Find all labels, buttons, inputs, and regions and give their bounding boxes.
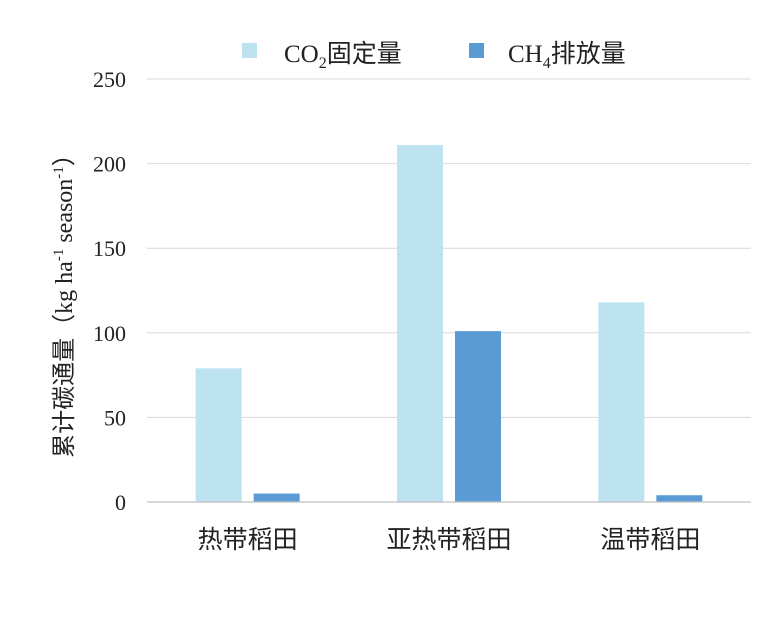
legend-swatch-co2 <box>242 43 257 58</box>
legend-swatch-ch4 <box>469 43 484 58</box>
x-axis-categories: 热带稻田 亚热带稻田 温带稻田 <box>198 526 701 554</box>
x-category-label: 亚热带稻田 <box>386 526 511 554</box>
bar-ch4-2 <box>656 495 703 502</box>
bars <box>195 144 703 502</box>
y-tick-label: 50 <box>104 405 126 430</box>
bar-ch4-0 <box>253 493 300 502</box>
y-tick-label: 200 <box>93 152 126 177</box>
bar-ch4-1 <box>455 331 501 502</box>
legend-label-co2: CO2固定量 <box>284 40 402 72</box>
x-category-label: 温带稻田 <box>600 526 700 554</box>
y-axis-ticks: 0 50 100 150 200 250 <box>93 67 126 515</box>
gridlines <box>147 78 751 418</box>
bar-co2-1 <box>397 144 443 502</box>
bar-co2-2 <box>598 302 645 502</box>
bar-co2-0 <box>195 368 242 502</box>
legend-label-ch4: CH4排放量 <box>508 40 626 72</box>
y-tick-label: 250 <box>93 67 126 92</box>
x-category-label: 热带稻田 <box>198 526 298 554</box>
legend: CO2固定量 CH4排放量 <box>242 40 626 72</box>
y-tick-label: 100 <box>93 321 126 346</box>
y-axis-label: 累计碳通量（kg ha-1 season-1） <box>51 142 78 458</box>
y-tick-label: 150 <box>93 236 126 261</box>
y-tick-label: 0 <box>115 490 126 515</box>
